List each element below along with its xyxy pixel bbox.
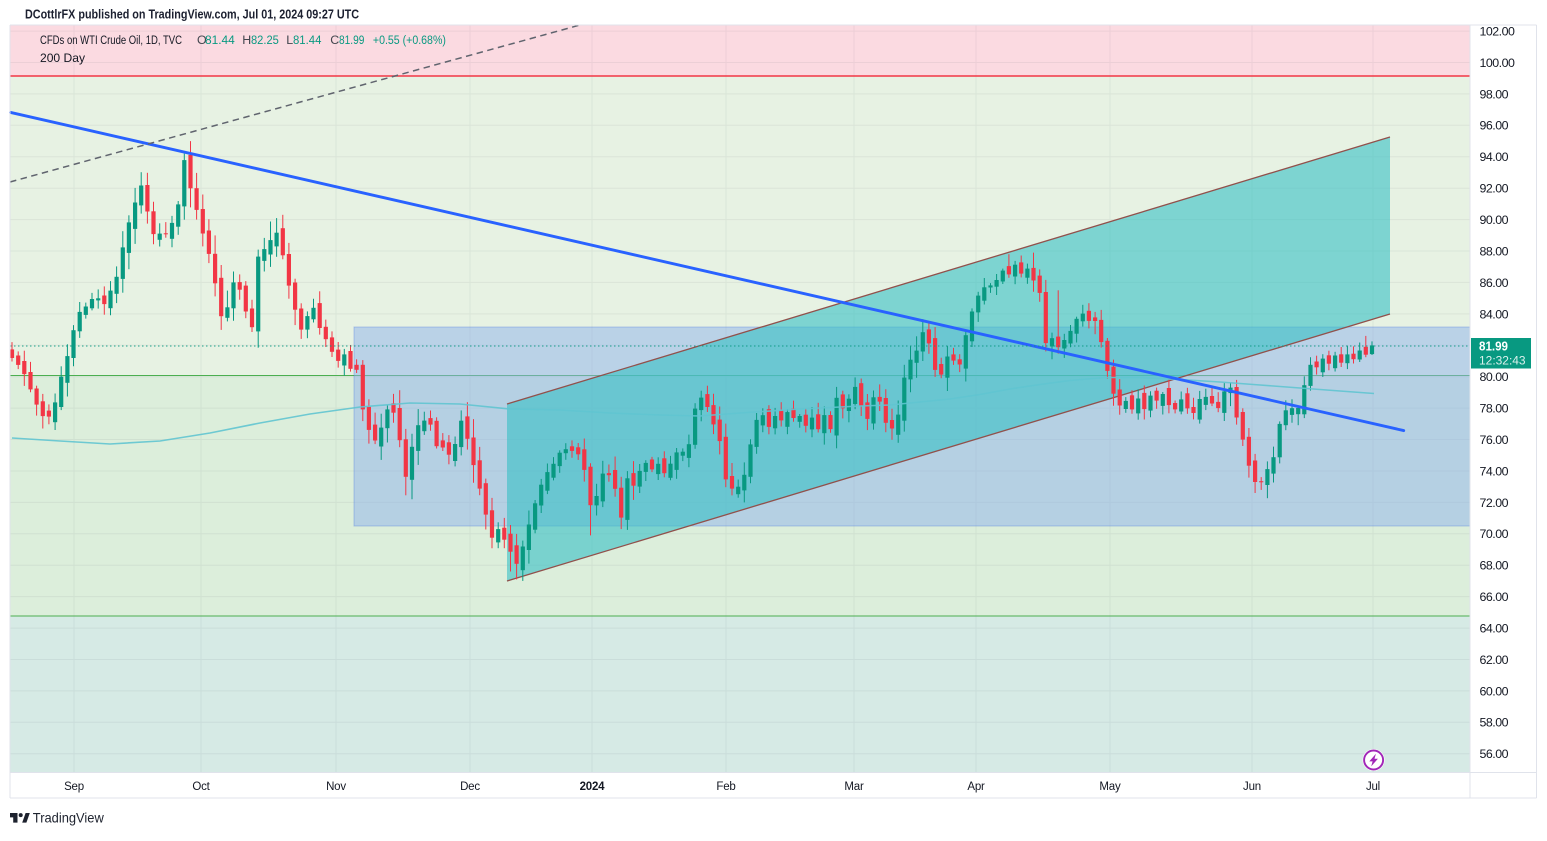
svg-text:81.44: 81.44 [293,33,321,47]
svg-text:58.00: 58.00 [1480,716,1509,730]
svg-text:Mar: Mar [844,781,864,793]
svg-text:60.00: 60.00 [1480,684,1509,698]
svg-text:TradingView: TradingView [33,810,105,826]
svg-text:94.00: 94.00 [1480,150,1509,164]
svg-text:2024: 2024 [580,781,606,793]
svg-text:Oct: Oct [192,781,210,793]
svg-text:H: H [242,33,251,47]
svg-text:Jun: Jun [1243,781,1261,793]
svg-text:Nov: Nov [326,781,346,793]
svg-text:76.00: 76.00 [1480,433,1509,447]
svg-text:CFDs on WTI Crude Oil, 1D, TVC: CFDs on WTI Crude Oil, 1D, TVC [40,33,182,47]
svg-text:64.00: 64.00 [1480,622,1509,636]
svg-text:66.00: 66.00 [1480,590,1509,604]
svg-text:Dec: Dec [460,781,480,793]
svg-text:82.25: 82.25 [251,33,279,47]
svg-text:68.00: 68.00 [1480,559,1509,573]
svg-text:Apr: Apr [967,781,985,793]
svg-text:C: C [330,33,339,47]
svg-text:L: L [286,33,293,47]
svg-text:80.00: 80.00 [1480,370,1509,384]
svg-text:+0.55 (+0.68%): +0.55 (+0.68%) [373,33,446,47]
svg-text:81.99: 81.99 [1479,339,1508,354]
svg-text:78.00: 78.00 [1480,402,1509,416]
svg-text:62.00: 62.00 [1480,653,1509,667]
svg-text:72.00: 72.00 [1480,496,1509,510]
svg-text:O: O [197,33,207,47]
svg-text:90.00: 90.00 [1480,213,1509,227]
svg-text:81.44: 81.44 [205,33,235,47]
svg-text:74.00: 74.00 [1480,464,1509,478]
svg-text:102.00: 102.00 [1480,25,1516,39]
svg-text:98.00: 98.00 [1480,87,1509,101]
svg-text:100.00: 100.00 [1480,56,1516,70]
svg-text:88.00: 88.00 [1480,244,1509,258]
svg-text:84.00: 84.00 [1480,307,1509,321]
svg-text:Feb: Feb [716,781,735,793]
svg-text:96.00: 96.00 [1480,119,1509,133]
svg-text:200 Day: 200 Day [40,51,86,65]
svg-text:Jul: Jul [1366,781,1380,793]
svg-text:81.99: 81.99 [339,33,364,47]
svg-text:DCottlrFX published on Trading: DCottlrFX published on TradingView.com, … [25,7,360,22]
svg-text:56.00: 56.00 [1480,747,1509,761]
svg-text:70.00: 70.00 [1480,527,1509,541]
svg-text:Sep: Sep [64,781,84,793]
svg-text:May: May [1099,781,1121,793]
svg-text:12:32:43: 12:32:43 [1479,354,1526,368]
svg-text:92.00: 92.00 [1480,182,1509,196]
svg-text:86.00: 86.00 [1480,276,1509,290]
